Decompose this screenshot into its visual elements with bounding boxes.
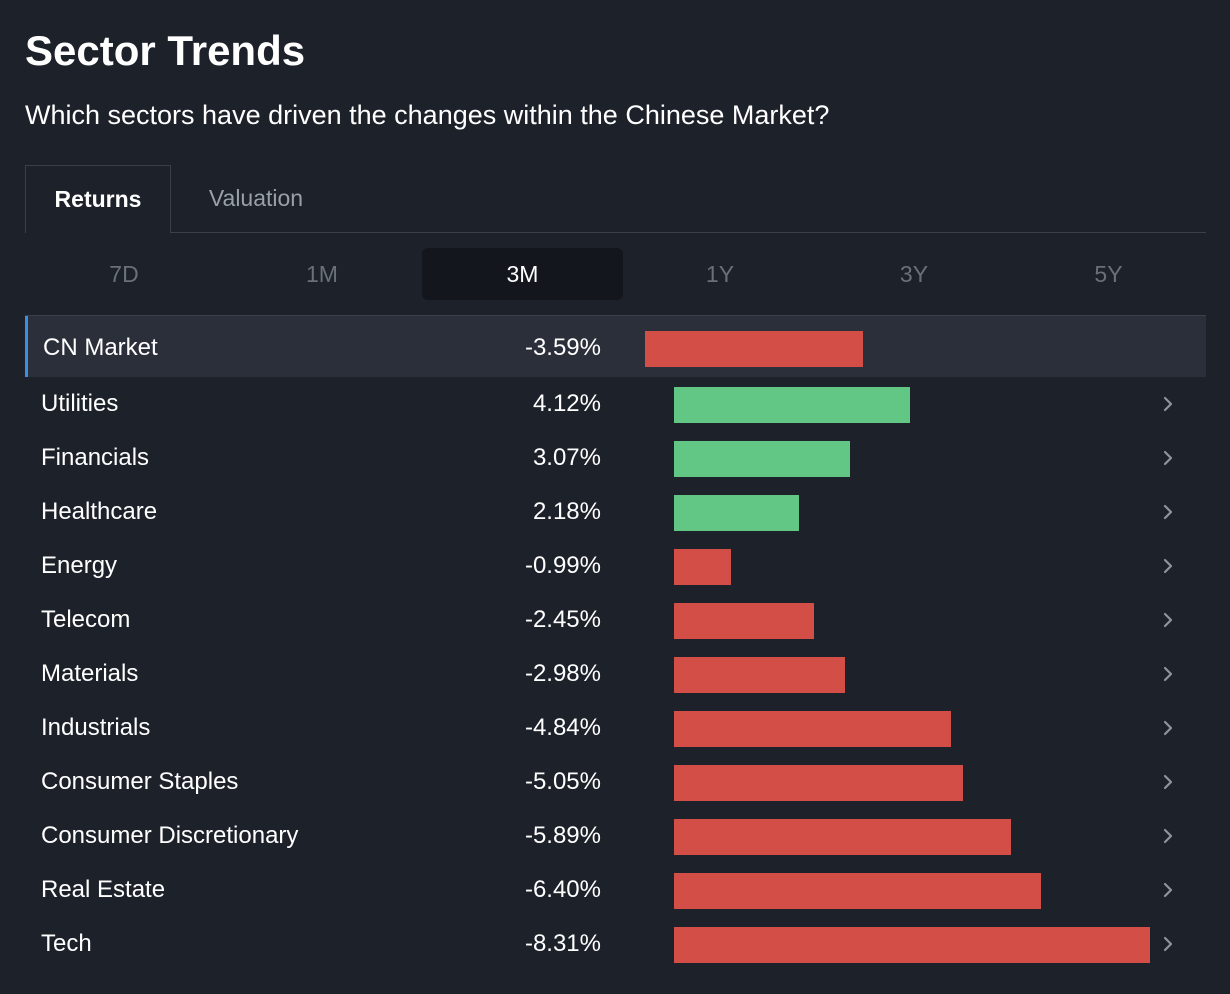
- sector-value: -0.99%: [524, 552, 601, 579]
- sector-value: 4.12%: [532, 390, 601, 417]
- sector-value: 3.07%: [532, 444, 601, 471]
- chevron-right-icon[interactable]: [1158, 664, 1178, 684]
- sector-row[interactable]: Real Estate -6.40%: [25, 863, 1206, 917]
- sector-row[interactable]: Consumer Discretionary -5.89%: [25, 809, 1206, 863]
- chevron-right-icon[interactable]: [1158, 448, 1178, 468]
- sector-return-bar: [674, 765, 963, 801]
- sector-row[interactable]: Financials 3.07%: [25, 431, 1206, 485]
- sector-row[interactable]: Materials -2.98%: [25, 647, 1206, 701]
- sector-value: -5.05%: [524, 768, 601, 795]
- period-1y[interactable]: 1Y: [705, 261, 735, 287]
- sector-value: -5.89%: [524, 822, 601, 849]
- sector-label: Materials: [41, 660, 139, 687]
- sector-returns-table: CN Market -3.59% Utilities 4.12% Financial…: [25, 315, 1206, 971]
- chevron-right-icon[interactable]: [1158, 502, 1178, 522]
- period-7d[interactable]: 7D: [109, 261, 139, 287]
- sector-label: Industrials: [41, 714, 151, 741]
- chevron-right-icon[interactable]: [1158, 718, 1178, 738]
- sector-label: Healthcare: [41, 498, 158, 525]
- sector-label: Consumer Discretionary: [41, 822, 299, 849]
- chevron-right-icon[interactable]: [1158, 556, 1178, 576]
- sector-row[interactable]: Telecom -2.45%: [25, 593, 1206, 647]
- period-3y[interactable]: 3Y: [899, 261, 929, 287]
- sector-return-bar: [674, 873, 1041, 909]
- market-label: CN Market: [43, 334, 158, 361]
- sector-return-bar: [674, 927, 1150, 963]
- sector-row[interactable]: Utilities 4.12%: [25, 377, 1206, 431]
- tab-valuation[interactable]: Valuation: [208, 185, 304, 211]
- sector-label: Telecom: [41, 606, 131, 633]
- market-value: -3.59%: [524, 334, 601, 361]
- sector-return-bar: [674, 441, 850, 477]
- sector-row[interactable]: Energy -0.99%: [25, 539, 1206, 593]
- sector-row[interactable]: Tech -8.31%: [25, 917, 1206, 971]
- sector-return-bar: [674, 603, 814, 639]
- market-row: CN Market -3.59%: [25, 316, 1206, 377]
- chevron-right-icon[interactable]: [1158, 826, 1178, 846]
- sector-label: Consumer Staples: [41, 768, 239, 795]
- sector-value: -6.40%: [524, 876, 601, 903]
- sector-value: 2.18%: [532, 498, 601, 525]
- page-subtitle: Which sectors have driven the changes wi…: [25, 100, 830, 130]
- sector-label: Energy: [41, 552, 118, 579]
- page-title: Sector Trends: [25, 27, 306, 74]
- sector-label: Financials: [41, 444, 150, 471]
- sector-label: Real Estate: [41, 876, 166, 903]
- sector-label: Tech: [41, 930, 92, 957]
- market-return-bar: [645, 331, 863, 367]
- period-selector: 7D 1M 3M 1Y 3Y 5Y: [25, 248, 1206, 300]
- period-1m[interactable]: 1M: [306, 261, 338, 287]
- sector-return-bar: [674, 711, 951, 747]
- chevron-right-icon[interactable]: [1158, 394, 1178, 414]
- sector-return-bar: [674, 819, 1011, 855]
- chevron-right-icon[interactable]: [1158, 772, 1178, 792]
- sector-label: Utilities: [41, 390, 119, 417]
- chevron-right-icon[interactable]: [1158, 880, 1178, 900]
- sector-row[interactable]: Healthcare 2.18%: [25, 485, 1206, 539]
- sector-row[interactable]: Consumer Staples -5.05%: [25, 755, 1206, 809]
- chevron-right-icon[interactable]: [1158, 934, 1178, 954]
- sector-value: -8.31%: [524, 930, 601, 957]
- sector-value: -4.84%: [524, 714, 601, 741]
- sector-row[interactable]: Industrials -4.84%: [25, 701, 1206, 755]
- period-3m[interactable]: 3M: [422, 248, 623, 300]
- sector-return-bar: [674, 657, 845, 693]
- sector-value: -2.45%: [524, 606, 601, 633]
- sector-return-bar: [674, 495, 799, 531]
- chevron-right-icon[interactable]: [1158, 610, 1178, 630]
- sector-return-bar: [674, 387, 910, 423]
- period-5y[interactable]: 5Y: [1094, 261, 1123, 287]
- view-tabs: Returns Valuation: [25, 165, 1206, 233]
- sector-value: -2.98%: [524, 660, 601, 687]
- tab-returns[interactable]: Returns: [25, 165, 171, 233]
- sector-return-bar: [674, 549, 731, 585]
